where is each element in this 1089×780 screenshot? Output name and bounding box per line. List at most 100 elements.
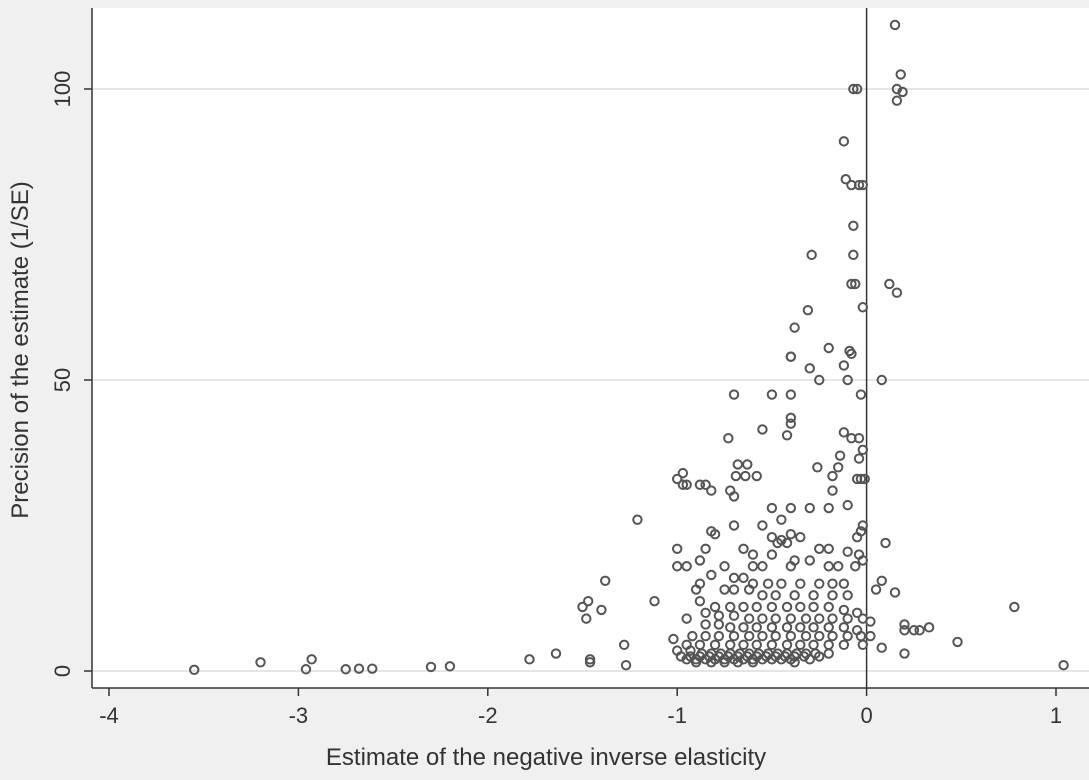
- data-point: [709, 529, 721, 540]
- data-point: [808, 622, 819, 633]
- data-point: [798, 651, 810, 662]
- data-point: [596, 604, 607, 616]
- data-point: [827, 485, 838, 496]
- data-point: [838, 604, 850, 616]
- data-point: [766, 622, 778, 633]
- data-point: [672, 543, 683, 554]
- data-point: [732, 459, 744, 470]
- data-point: [891, 287, 903, 298]
- data-point: [770, 590, 781, 601]
- data-point: [681, 654, 692, 665]
- data-point: [865, 616, 876, 627]
- data-point: [700, 654, 711, 665]
- data-point: [785, 630, 797, 642]
- data-point: [747, 561, 759, 572]
- data-point: [751, 622, 762, 633]
- data-point: [859, 473, 870, 485]
- data-point: [842, 630, 853, 642]
- gridlines: [92, 88, 1089, 672]
- data-point: [789, 657, 800, 668]
- data-point: [914, 625, 925, 636]
- data-point: [840, 174, 851, 185]
- data-point: [795, 639, 806, 651]
- data-point: [838, 427, 850, 438]
- data-point: [672, 561, 683, 572]
- data-point: [789, 590, 800, 601]
- data-point: [719, 657, 730, 668]
- data-point: [846, 278, 857, 290]
- y-tick-label: 0: [50, 665, 75, 677]
- data-point: [677, 479, 689, 490]
- data-point: [804, 654, 815, 665]
- data-point: [838, 360, 850, 371]
- data-point: [1058, 659, 1069, 671]
- data-point: [757, 520, 768, 531]
- data-point: [730, 470, 742, 482]
- data-point: [728, 610, 740, 621]
- data-point: [632, 514, 643, 525]
- data-point: [584, 654, 596, 665]
- data-point: [899, 648, 910, 659]
- x-axis-ticks: -4 -3 -2 -1 0 1: [99, 688, 1062, 728]
- data-point: [899, 619, 910, 630]
- data-point: [785, 418, 797, 429]
- x-tick-label: 0: [860, 703, 872, 728]
- data-point: [857, 520, 869, 531]
- data-point: [713, 630, 725, 642]
- data-point: [353, 663, 365, 674]
- data-point: [706, 657, 717, 668]
- data-point: [823, 543, 834, 554]
- data-point: [814, 374, 825, 386]
- data-point: [719, 584, 730, 595]
- data-point: [781, 622, 793, 633]
- data-point: [770, 613, 781, 624]
- data-point: [814, 651, 825, 662]
- data-point: [766, 502, 778, 514]
- data-point: [738, 601, 749, 613]
- data-point: [340, 664, 351, 675]
- data-point: [827, 630, 838, 642]
- data-point: [681, 613, 692, 624]
- data-point: [747, 549, 759, 560]
- data-point: [719, 561, 730, 572]
- data-point: [870, 584, 882, 595]
- data-point: [785, 613, 797, 624]
- data-point: [600, 575, 611, 586]
- data-point: [738, 622, 749, 633]
- data-point: [814, 578, 825, 589]
- data-point: [851, 607, 863, 618]
- data-point: [827, 613, 838, 624]
- data-point: [742, 459, 753, 470]
- plot-area: [92, 8, 1089, 688]
- data-point: [743, 630, 755, 642]
- data-point: [582, 595, 594, 607]
- data-point: [814, 613, 825, 624]
- x-axis-title: Estimate of the negative inverse elastic…: [326, 744, 766, 771]
- data-point: [709, 601, 721, 613]
- data-point: [812, 462, 823, 473]
- data-point: [751, 601, 762, 613]
- data-point: [781, 601, 793, 613]
- data-point: [838, 578, 850, 589]
- data-point: [751, 470, 762, 482]
- data-point: [785, 412, 797, 424]
- data-point: [757, 424, 768, 435]
- data-point: [367, 663, 378, 674]
- data-point: [770, 630, 781, 642]
- data-point: [766, 601, 778, 613]
- data-point: [808, 590, 819, 601]
- data-point: [842, 499, 853, 511]
- data-point: [255, 657, 266, 668]
- x-tick-label: 1: [1050, 703, 1062, 728]
- data-point: [823, 561, 834, 572]
- data-point: [848, 249, 859, 261]
- data-point: [850, 278, 861, 290]
- data-point: [897, 86, 908, 98]
- data-point: [802, 304, 814, 316]
- data-point: [853, 433, 865, 444]
- data-point: [889, 587, 901, 598]
- data-point: [706, 569, 717, 581]
- data-point: [823, 601, 834, 613]
- data-point: [823, 502, 834, 514]
